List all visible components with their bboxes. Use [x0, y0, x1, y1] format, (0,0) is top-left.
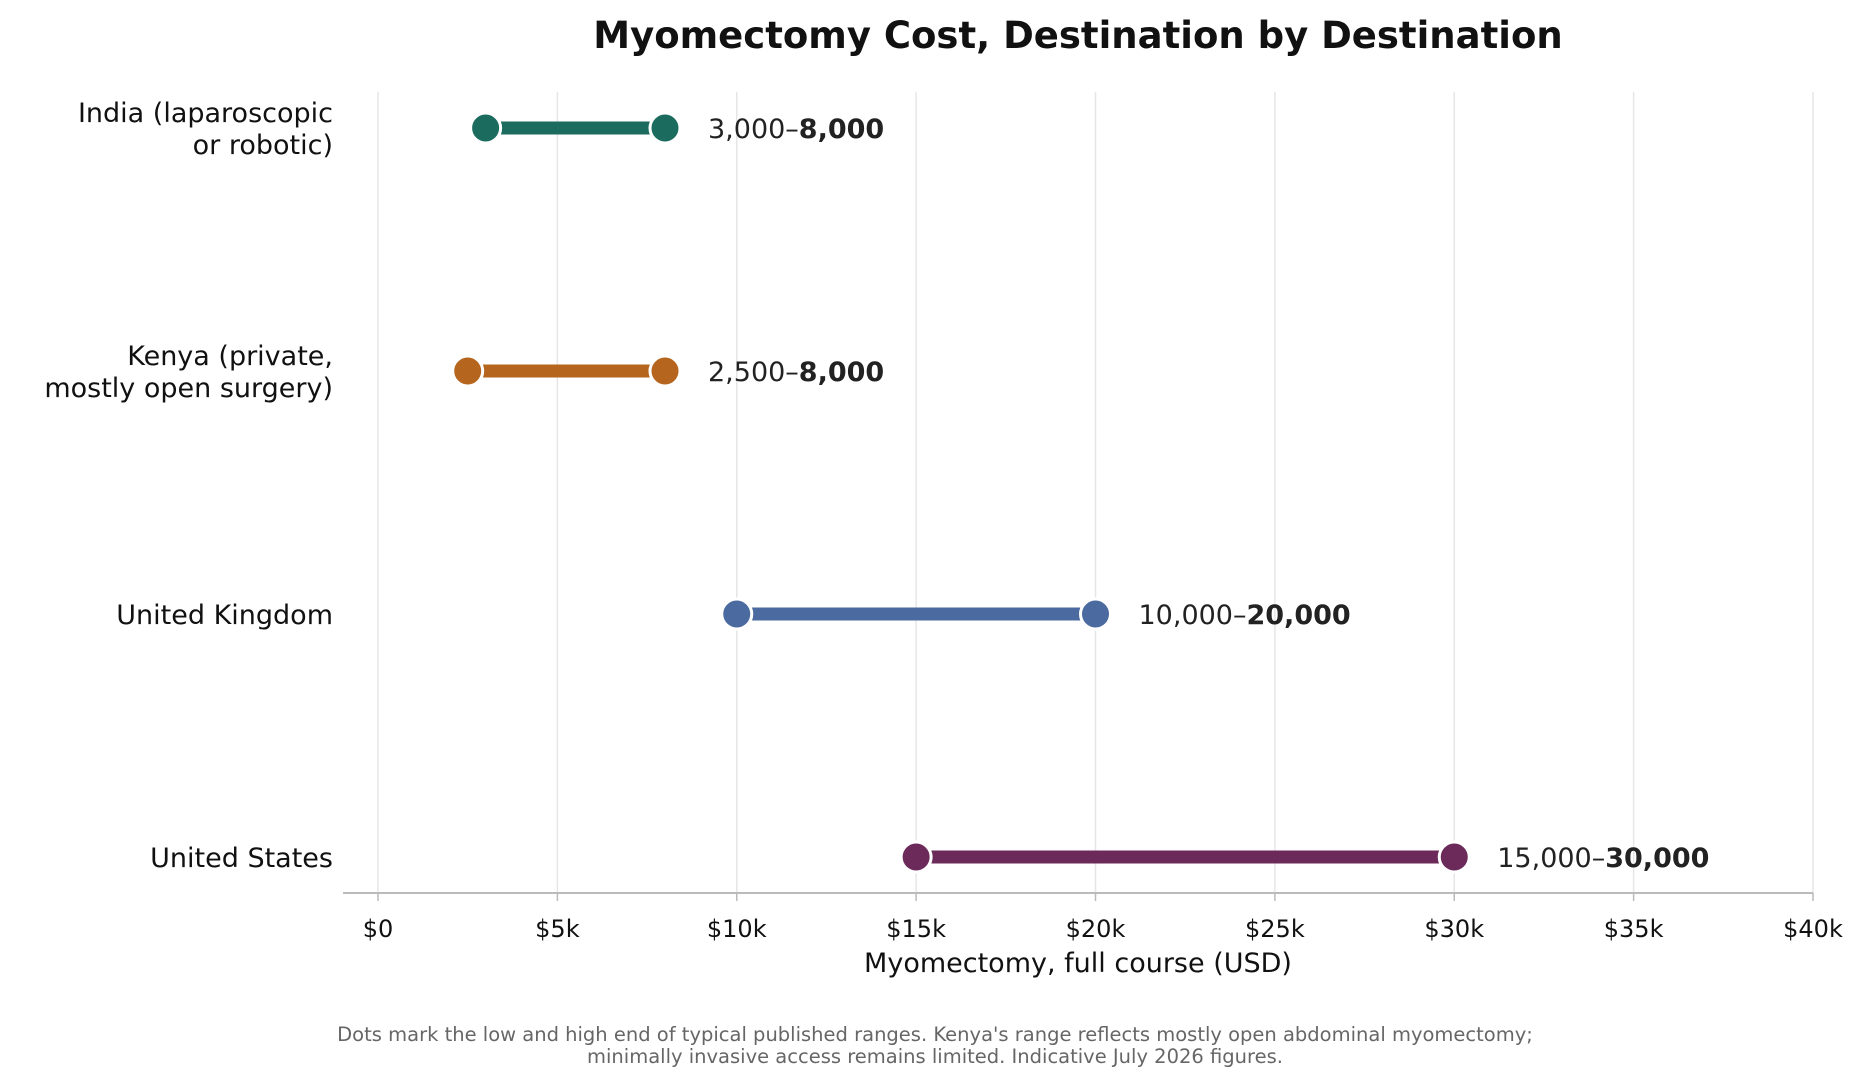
range-value-label: 2,500–8,000 — [708, 357, 884, 388]
range-high-text: 30,000 — [1605, 843, 1709, 874]
category-label: Kenya (private, — [127, 341, 333, 372]
grid-lines — [377, 92, 1814, 893]
range-low-text: 3,000– — [708, 114, 799, 145]
range-value-label: 10,000–20,000 — [1139, 600, 1351, 631]
low-marker — [451, 354, 485, 388]
range-low-text: 2,500– — [708, 357, 799, 388]
range-high-text: 8,000 — [799, 357, 884, 388]
low-marker — [899, 840, 933, 874]
caption-line: minimally invasive access remains limite… — [587, 1045, 1283, 1068]
dumbbell-series: 3,000–8,0002,500–8,00010,000–20,00015,00… — [451, 111, 1709, 874]
dumbbell-row: 3,000–8,000 — [469, 111, 884, 145]
range-high-text: 8,000 — [799, 114, 884, 145]
range-low-text: 10,000– — [1139, 600, 1247, 631]
dumbbell-row: 10,000–20,000 — [720, 597, 1351, 631]
x-tick-label: $35k — [1604, 915, 1664, 943]
dumbbell-row: 2,500–8,000 — [451, 354, 884, 388]
range-high-text: 20,000 — [1246, 600, 1350, 631]
high-marker — [1079, 597, 1112, 631]
x-tick-label: $0 — [363, 915, 394, 943]
caption-line: Dots mark the low and high end of typica… — [337, 1023, 1533, 1046]
x-tick-label: $40k — [1783, 915, 1843, 943]
high-marker — [1437, 840, 1471, 874]
x-tick-label: $30k — [1424, 915, 1484, 943]
x-tick-label: $15k — [886, 915, 946, 943]
range-value-label: 3,000–8,000 — [708, 114, 884, 145]
dumbbell-row: 15,000–30,000 — [899, 840, 1709, 874]
high-marker — [648, 354, 682, 388]
range-low-text: 15,000– — [1497, 843, 1605, 874]
chart-caption: Dots mark the low and high end of typica… — [337, 1023, 1533, 1068]
category-label: United States — [150, 843, 333, 874]
chart-title: Myomectomy Cost, Destination by Destinat… — [593, 14, 1562, 57]
x-tick-label: $10k — [707, 915, 767, 943]
x-axis-ticks: $0 $5k $10k $15k $20k $25k $30k $35k $40k — [363, 893, 1843, 943]
category-label: India (laparoscopic — [78, 98, 333, 129]
x-axis-label: Myomectomy, full course (USD) — [864, 948, 1292, 979]
x-tick-label: $5k — [535, 915, 580, 943]
category-label: United Kingdom — [116, 600, 333, 631]
range-value-label: 15,000–30,000 — [1497, 843, 1709, 874]
category-label: or robotic) — [193, 130, 333, 161]
low-marker — [720, 597, 754, 631]
high-marker — [648, 111, 682, 145]
category-label: mostly open surgery) — [44, 373, 333, 404]
x-tick-label: $25k — [1245, 915, 1305, 943]
x-tick-label: $20k — [1066, 915, 1126, 943]
low-marker — [469, 111, 503, 145]
